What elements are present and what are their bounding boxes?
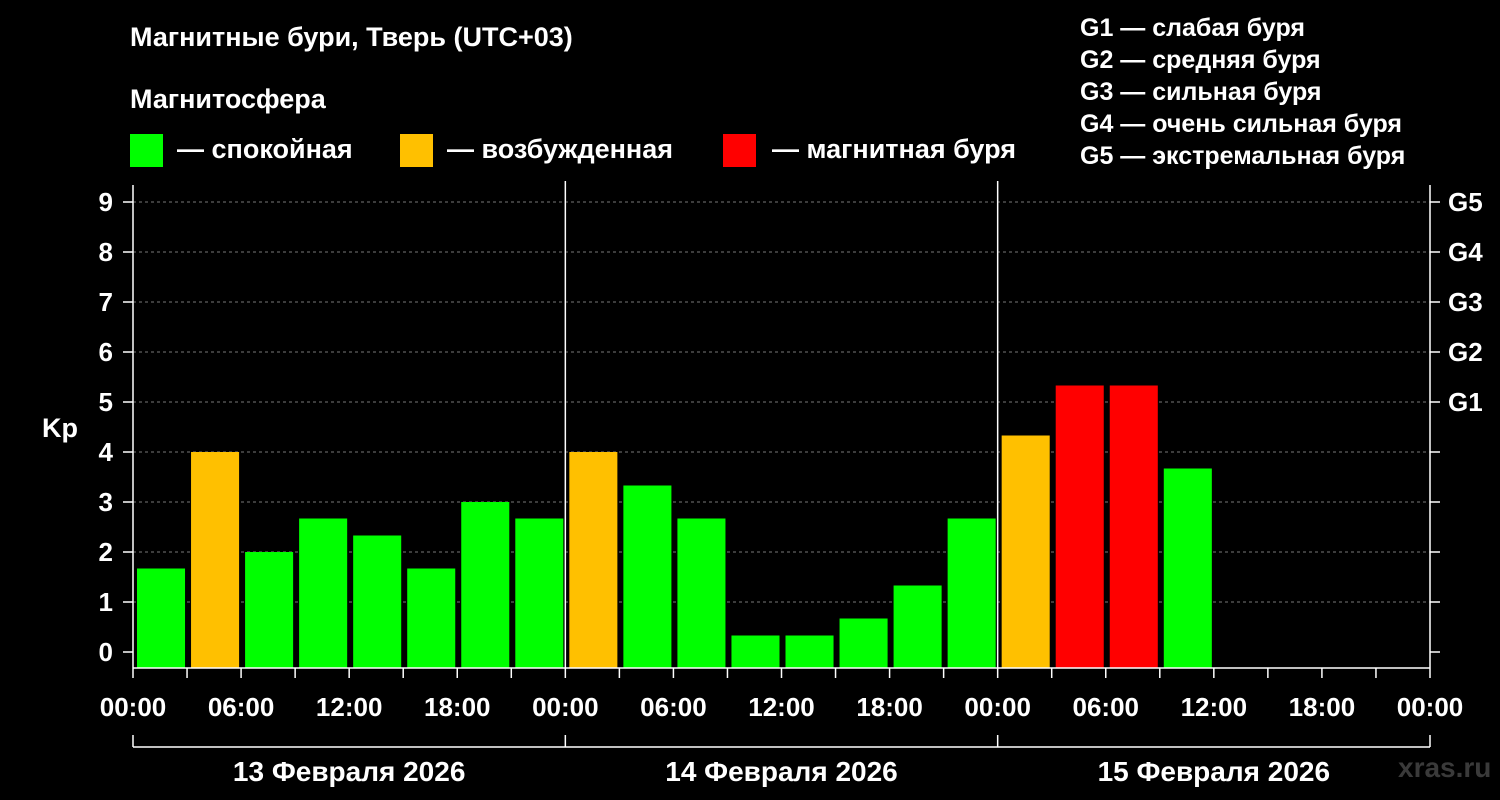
bar-calm (461, 502, 510, 668)
chart-title: Магнитные бури, Тверь (UTC+03) (130, 22, 573, 52)
x-tick-label: 06:00 (1073, 692, 1140, 722)
legend-heading: Магнитосфера (130, 84, 326, 114)
x-tick-label: 12:00 (1181, 692, 1248, 722)
x-tick-label: 12:00 (748, 692, 815, 722)
x-tick-label: 12:00 (316, 692, 383, 722)
storm-scale-g2: G2 — средняя буря (1080, 46, 1321, 74)
day-label: 15 Февраля 2026 (1098, 756, 1330, 787)
bar-active (191, 452, 240, 668)
x-tick-label: 06:00 (640, 692, 707, 722)
g-scale-label: G5 (1448, 187, 1483, 217)
y-tick-label: 6 (99, 337, 113, 367)
bar-calm (137, 568, 186, 668)
bar-calm (1163, 468, 1212, 668)
y-tick-label: 3 (99, 487, 113, 517)
storm-scale-g4: G4 — очень сильная буря (1080, 110, 1402, 138)
x-tick-label: 18:00 (1289, 692, 1356, 722)
bar-calm (245, 552, 294, 668)
x-tick-label: 00:00 (532, 692, 599, 722)
watermark: xras.ru (1398, 752, 1492, 783)
axes (123, 181, 1440, 748)
y-tick-label: 4 (99, 437, 114, 467)
legend-swatch-calm (130, 134, 163, 167)
x-tick-label: 18:00 (424, 692, 491, 722)
bar-storm (1109, 385, 1158, 668)
y-tick-label: 5 (99, 387, 113, 417)
bars (137, 385, 1212, 668)
storm-scale-g5: G5 — экстремальная буря (1080, 142, 1406, 170)
bar-calm (893, 585, 942, 668)
x-tick-label: 18:00 (856, 692, 923, 722)
bar-calm (839, 618, 888, 668)
day-label: 14 Февраля 2026 (665, 756, 897, 787)
y-tick-label: 9 (99, 187, 113, 217)
bar-calm (947, 518, 996, 668)
bar-calm (299, 518, 348, 668)
grid-lines (133, 201, 1430, 603)
bar-calm (407, 568, 456, 668)
bar-calm (677, 518, 726, 668)
y-axis-label: Kp (42, 413, 78, 443)
legend-label-storm: — магнитная буря (772, 134, 1016, 164)
g-scale-label: G1 (1448, 387, 1483, 417)
legend-label-calm: — спокойная (177, 134, 353, 164)
y-tick-label: 0 (99, 637, 113, 667)
bar-active (569, 452, 618, 668)
y-tick-label: 8 (99, 237, 113, 267)
bar-calm (731, 635, 780, 668)
y-tick-label: 2 (99, 537, 113, 567)
legend-label-active: — возбужденная (447, 134, 673, 164)
x-tick-label: 00:00 (1397, 692, 1464, 722)
x-tick-label: 00:00 (964, 692, 1031, 722)
legend-swatch-storm (723, 134, 756, 167)
bar-calm (515, 518, 564, 668)
bar-calm (785, 635, 834, 668)
g-scale-label: G3 (1448, 287, 1483, 317)
day-label: 13 Февраля 2026 (233, 756, 465, 787)
bar-calm (353, 535, 402, 668)
g-scale-label: G4 (1448, 237, 1483, 267)
storm-scale-g1: G1 — слабая буря (1080, 14, 1306, 42)
x-tick-label: 06:00 (208, 692, 275, 722)
bar-calm (623, 485, 672, 668)
bar-active (1001, 435, 1050, 668)
y-tick-label: 7 (99, 287, 113, 317)
bar-storm (1055, 385, 1104, 668)
legend-swatch-active (400, 134, 433, 167)
y-tick-label: 1 (99, 587, 113, 617)
storm-scale-g3: G3 — сильная буря (1080, 78, 1322, 106)
g-scale-label: G2 (1448, 337, 1483, 367)
tick-labels: 0 1 2 3 4 5 6 7 8 9 G1 G2 G3 G4 G5 Kp 00:00 06:00 12:00 18:… (42, 187, 1483, 787)
x-tick-label: 00:00 (100, 692, 167, 722)
